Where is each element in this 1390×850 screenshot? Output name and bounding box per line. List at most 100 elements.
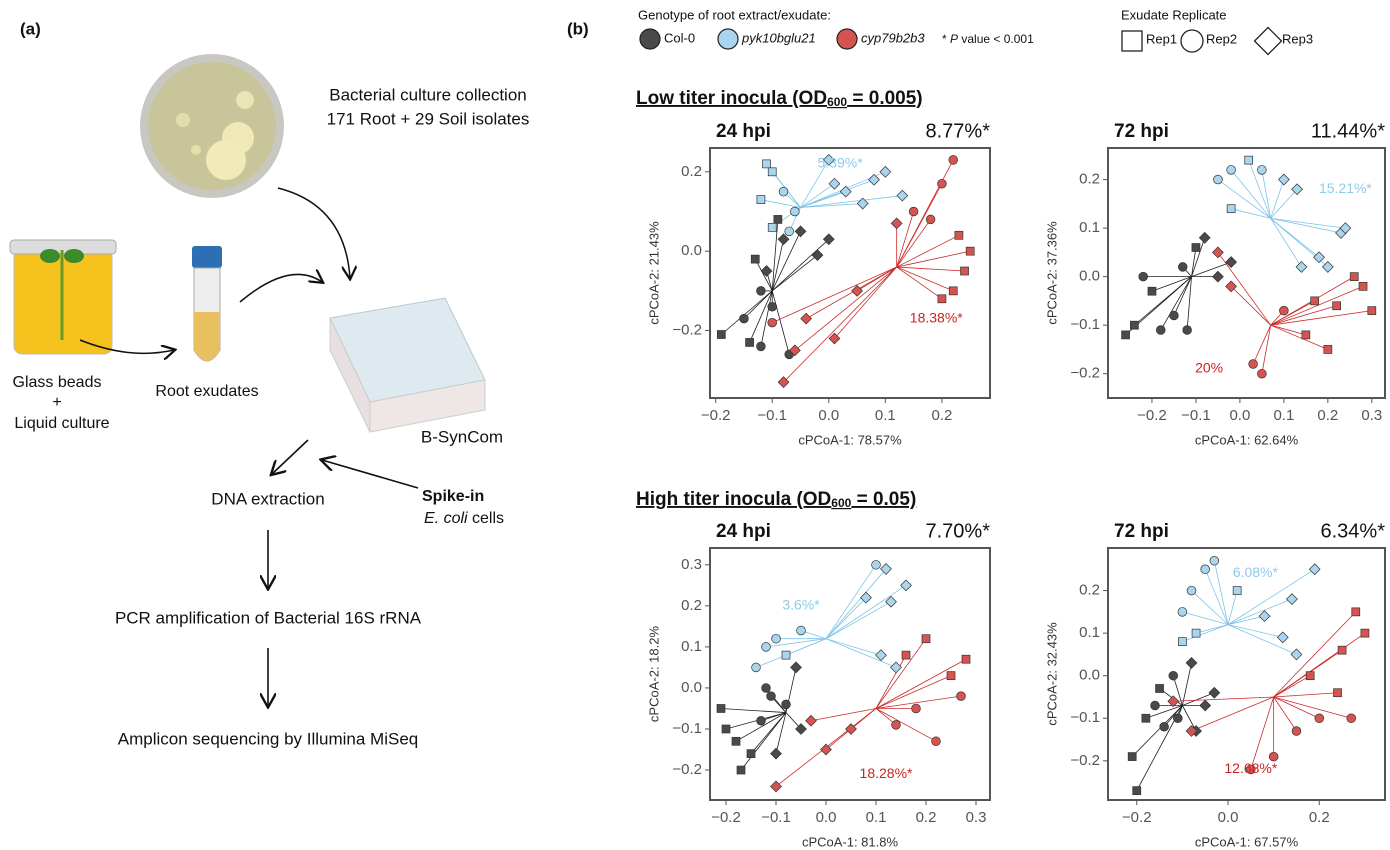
arrow xyxy=(79,339,174,353)
point xyxy=(1156,325,1166,335)
replicate-title: Exudate Replicate xyxy=(1121,7,1227,22)
point xyxy=(716,704,726,713)
legend-label: pyk10bglu21 xyxy=(741,30,816,45)
point xyxy=(1212,270,1224,283)
spider-line xyxy=(825,568,887,639)
point xyxy=(784,226,794,237)
section-heading: Low titer inocula (OD600 = 0.005) xyxy=(636,88,923,109)
spider-line xyxy=(1227,615,1265,626)
spider-line xyxy=(800,179,875,208)
heading-rest: = 0.005) xyxy=(847,88,923,109)
spider-line xyxy=(1230,169,1271,219)
point xyxy=(1155,684,1164,693)
spider-line xyxy=(1230,286,1271,326)
syncom-text: B-SynCom xyxy=(421,427,503,446)
spider-line xyxy=(1270,217,1342,234)
y-tick-label: −0.2 xyxy=(672,322,702,339)
spider-line xyxy=(1160,276,1192,331)
point xyxy=(1257,368,1267,379)
point xyxy=(731,736,741,746)
point xyxy=(788,344,801,357)
point xyxy=(1169,310,1179,321)
point xyxy=(965,246,975,256)
heading-sub: 600 xyxy=(827,95,847,109)
point xyxy=(1141,713,1151,723)
point xyxy=(937,294,947,304)
point xyxy=(760,265,773,277)
replicate-label: Rep3 xyxy=(1282,31,1313,46)
spider-line xyxy=(800,159,830,208)
point xyxy=(1185,657,1198,669)
x-tick-label: −0.1 xyxy=(757,407,787,424)
point xyxy=(1358,281,1368,291)
plot-frame xyxy=(1107,147,1386,399)
spider-line xyxy=(749,290,773,343)
spider-line xyxy=(1182,692,1215,706)
point xyxy=(845,723,857,735)
point xyxy=(860,591,872,604)
spider-line xyxy=(1227,590,1238,625)
point xyxy=(1191,243,1201,252)
point xyxy=(890,661,902,674)
point xyxy=(1339,222,1352,234)
point xyxy=(1198,231,1211,244)
spider-line xyxy=(735,712,787,742)
chart-subtitle: 6.34%* xyxy=(1321,520,1386,542)
annotation: 6.08%* xyxy=(1233,564,1279,580)
spider-line xyxy=(1227,624,1297,655)
point xyxy=(1351,607,1361,617)
spider-line xyxy=(875,708,937,742)
point xyxy=(1301,330,1311,340)
point xyxy=(778,186,789,197)
spider-line xyxy=(1173,696,1274,702)
point xyxy=(1226,165,1236,175)
point xyxy=(1314,713,1325,724)
spider-line xyxy=(765,638,827,648)
point xyxy=(745,338,754,347)
chart-subtitle: 7.70%* xyxy=(926,520,991,542)
y-axis-label: cPCoA-2: 21.43% xyxy=(646,221,661,325)
spider-line xyxy=(1273,696,1320,719)
replicate-swatch xyxy=(1121,30,1143,52)
spider-line xyxy=(1227,598,1293,625)
point xyxy=(790,661,802,674)
spider-line xyxy=(754,258,773,292)
spider-line xyxy=(1181,662,1192,706)
point xyxy=(822,233,835,246)
point xyxy=(1232,586,1242,595)
y-tick-label: −0.2 xyxy=(672,761,702,778)
spider-line xyxy=(721,290,773,335)
point xyxy=(777,233,790,246)
point xyxy=(1132,786,1142,795)
point xyxy=(736,765,746,775)
y-tick-label: 0.1 xyxy=(681,638,702,655)
spider-line xyxy=(750,712,787,754)
spider-line xyxy=(794,266,897,351)
spider-line xyxy=(1270,324,1328,350)
point xyxy=(1367,306,1377,315)
spider-line xyxy=(1182,705,1197,732)
spider-line xyxy=(825,564,877,639)
y-tick-label: 0.2 xyxy=(1079,582,1100,599)
point xyxy=(751,662,761,673)
x-tick-label: 0.1 xyxy=(1273,407,1294,424)
point xyxy=(721,724,731,734)
point xyxy=(1177,607,1188,617)
point xyxy=(1291,726,1302,736)
chart-title: 24 hpi xyxy=(716,521,771,542)
point xyxy=(1346,713,1356,724)
plot-frame xyxy=(1107,547,1386,801)
x-axis-label: cPCoA-1: 78.57% xyxy=(798,432,902,447)
culture-text: Bacterial culture collection xyxy=(329,85,526,104)
point xyxy=(868,173,880,186)
y-tick-label: 0.3 xyxy=(681,556,702,573)
point xyxy=(1244,155,1254,165)
point xyxy=(871,560,881,570)
point xyxy=(762,159,771,169)
point xyxy=(908,206,919,217)
point xyxy=(756,286,766,296)
point xyxy=(716,330,726,339)
point xyxy=(1130,320,1139,330)
spider-line xyxy=(896,250,971,268)
x-axis-label: cPCoA-1: 67.57% xyxy=(1195,834,1299,849)
